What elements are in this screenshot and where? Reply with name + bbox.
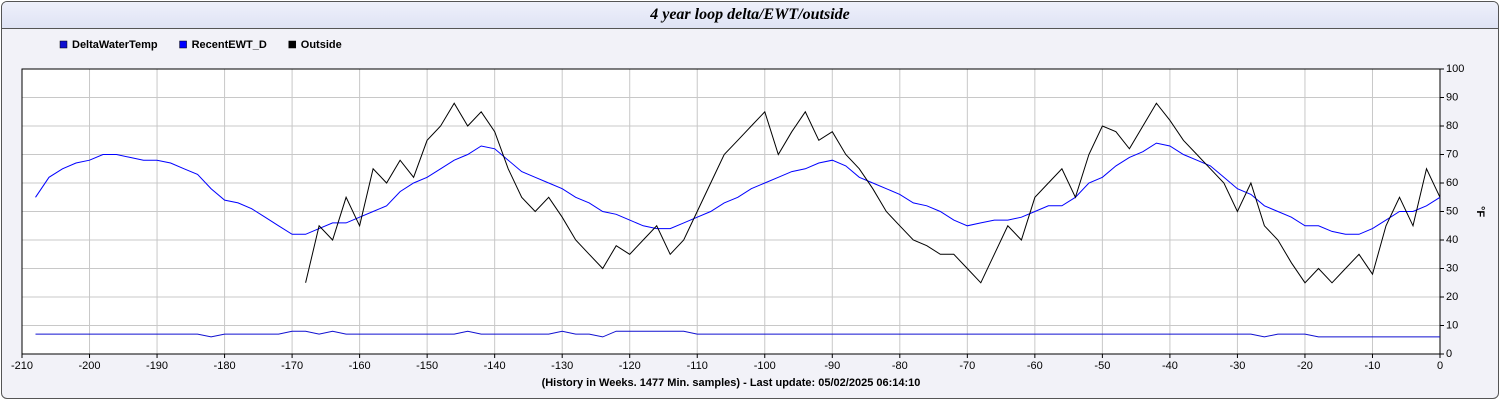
plot-border — [21, 68, 1441, 355]
legend-text: Outside — [301, 39, 342, 51]
x-axis-label: (History in Weeks. 1477 Min. samples) - … — [542, 377, 921, 389]
x-tick-label: -120 — [619, 360, 641, 372]
x-tick-label: -10 — [1365, 360, 1381, 372]
legend-swatch — [179, 40, 187, 49]
y-tick-label: 100 — [1446, 63, 1464, 75]
x-tick-label: -110 — [687, 360, 708, 372]
line-series — [305, 102, 1441, 284]
legend-swatch — [288, 40, 297, 49]
legend-swatch — [59, 40, 68, 49]
y-tick-label: 70 — [1446, 148, 1458, 160]
y-tick-label: 0 — [1446, 348, 1452, 360]
x-tick-label: -190 — [146, 360, 168, 372]
x-tick-label: -100 — [754, 360, 776, 372]
y-tick-label: 30 — [1446, 262, 1458, 274]
y-tick-label: 50 — [1446, 205, 1458, 217]
y-tick-label: 80 — [1446, 120, 1458, 132]
x-tick-label: -70 — [959, 360, 975, 372]
y-tick-label: 40 — [1446, 234, 1458, 246]
x-tick-label: -90 — [824, 360, 840, 372]
x-tick-label: -130 — [551, 360, 573, 372]
x-tick-label: -140 — [484, 360, 506, 372]
x-tick-label: -160 — [349, 360, 371, 372]
y-tick-label: 60 — [1446, 177, 1458, 189]
x-tick-label: -20 — [1297, 360, 1313, 372]
x-tick-label: -150 — [416, 360, 438, 372]
x-tick-label: -210 — [11, 360, 33, 372]
legend-text: RecentEWT_D — [192, 39, 267, 51]
x-tick-label: -200 — [79, 360, 101, 372]
legend-text: DeltaWaterTemp — [72, 39, 158, 51]
x-tick-label: -60 — [1027, 360, 1043, 372]
x-tick-label: -50 — [1094, 360, 1110, 372]
x-tick-label: 0 — [1437, 360, 1443, 372]
x-tick-label: -30 — [1229, 360, 1245, 372]
x-tick-label: -180 — [214, 360, 236, 372]
line-series — [35, 330, 1440, 338]
y-tick-label: 10 — [1446, 319, 1458, 331]
x-tick-label: -170 — [281, 360, 303, 372]
x-tick-label: -40 — [1162, 360, 1178, 372]
chart-title: 4 year loop delta/EWT/outside — [2, 2, 1498, 29]
y-tick-label: 90 — [1446, 91, 1458, 103]
x-tick-label: -80 — [892, 360, 908, 372]
y-tick-label: 20 — [1446, 291, 1458, 303]
y-axis-label: °F — [1474, 206, 1486, 217]
